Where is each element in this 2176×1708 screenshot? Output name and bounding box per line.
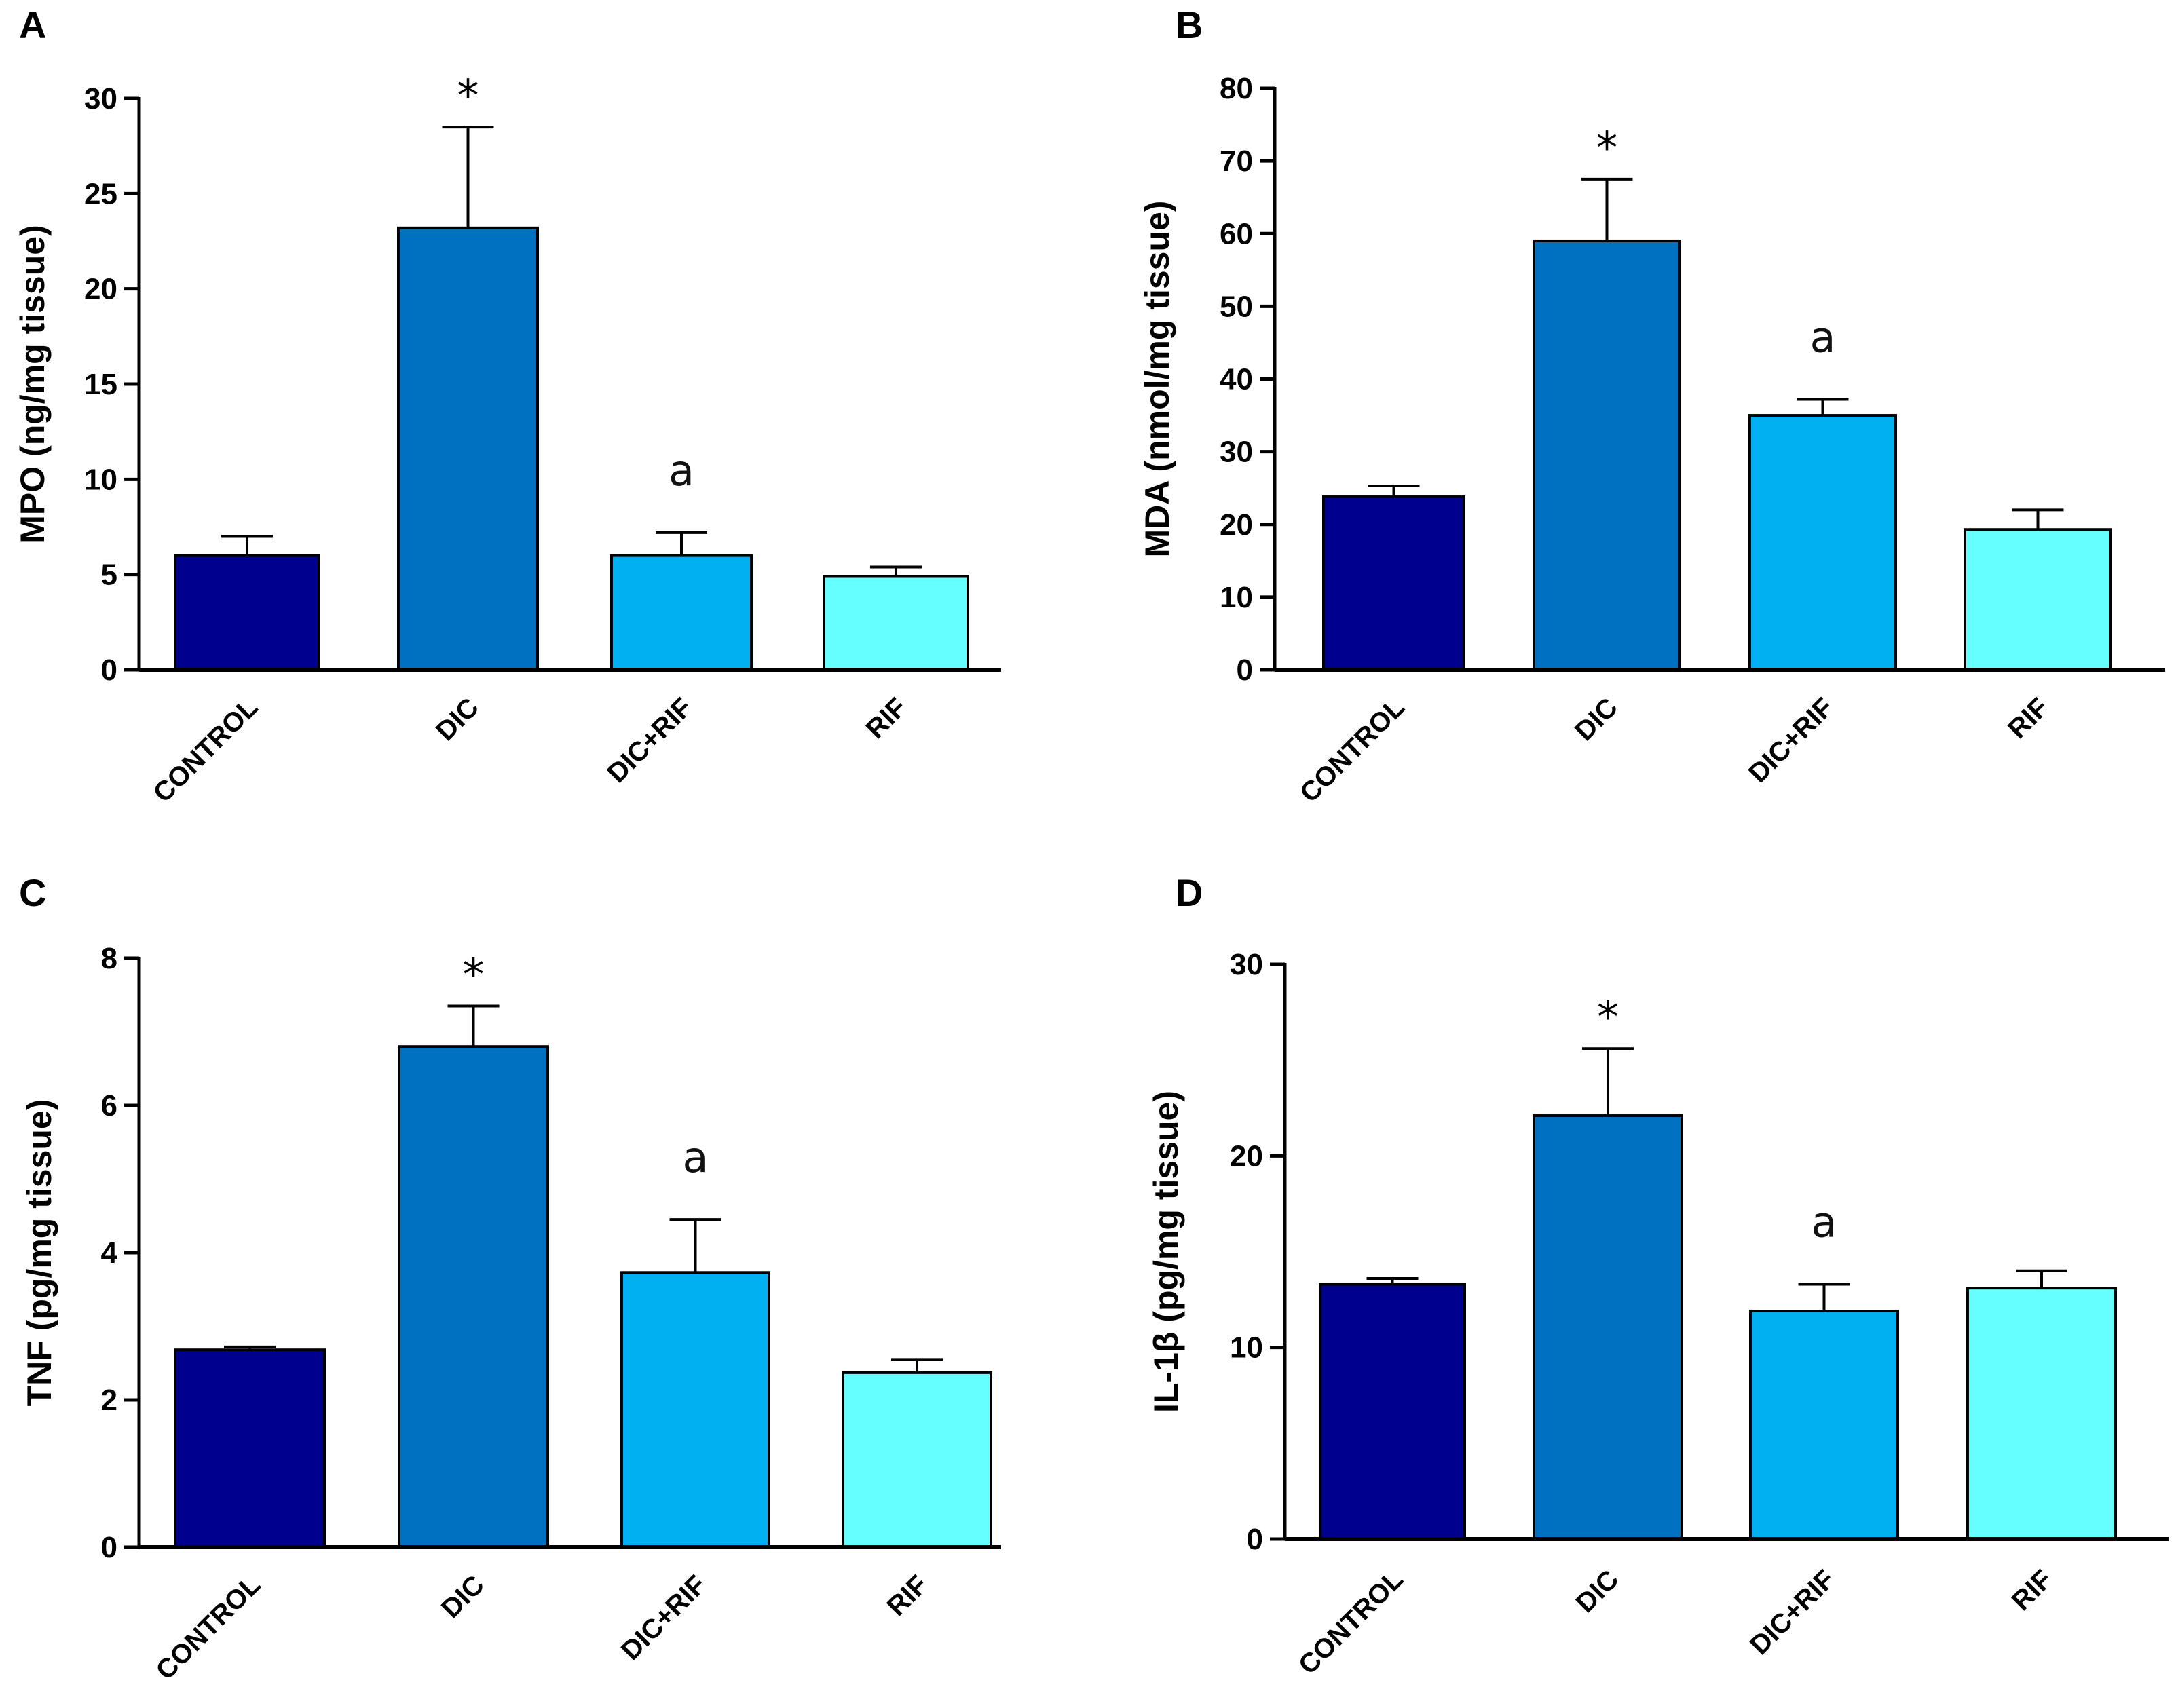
y-axis-title: MPO (ng/mg tissue)	[14, 225, 52, 543]
x-tick-label: RIF	[2002, 692, 2055, 744]
bar-control	[1322, 495, 1465, 671]
x-tick-label: DIC+RIF	[1743, 692, 1839, 789]
chart-panel-a: A CONTROL * DIC a DIC+RIF RIF 0 5 10 15 20 25 30 MPO (…	[14, 3, 1001, 808]
y-tick-label: 15	[84, 368, 117, 401]
bar-dic	[397, 226, 539, 671]
significance-asterisk: *	[463, 951, 485, 1001]
significance-asterisk: *	[1597, 993, 1619, 1043]
y-axis-title: TNF (pg/mg tissue)	[20, 1099, 58, 1407]
bar-dic	[1533, 1114, 1683, 1540]
x-tick-label: CONTROL	[147, 692, 263, 808]
bar-rif	[842, 1371, 992, 1549]
bar-control	[1319, 1283, 1466, 1541]
chart-panel-d: D CONTROL * DIC a DIC+RIF RIF 0 10 20 30 IL-1β (pg/…	[1147, 871, 2169, 1680]
bar-dic	[398, 1045, 549, 1549]
x-tick-label: RIF	[861, 692, 913, 744]
y-tick-label: 0	[1237, 653, 1253, 687]
significance-asterisk: *	[457, 71, 479, 121]
y-tick-label: 25	[84, 177, 117, 210]
y-tick-label: 50	[1220, 290, 1253, 323]
bar-rif	[1964, 528, 2112, 672]
bar-control	[174, 1348, 326, 1549]
bar-dic-rif	[1748, 414, 1897, 671]
y-tick-label: 20	[1230, 1139, 1263, 1173]
y-tick-label: 70	[1220, 145, 1253, 178]
y-tick-label: 10	[1230, 1331, 1263, 1365]
x-tick-label: DIC+RIF	[1744, 1564, 1841, 1660]
bar-dic	[1533, 239, 1681, 671]
bar-dic-rif	[620, 1271, 770, 1549]
y-tick-label: 10	[1220, 581, 1253, 614]
panel-label: A	[19, 3, 46, 46]
y-tick-label: 20	[84, 273, 117, 306]
bar-dic-rif	[610, 554, 753, 671]
y-tick-label: 60	[1220, 217, 1253, 250]
y-tick-label: 30	[1230, 948, 1263, 981]
x-tick-label: RIF	[882, 1570, 934, 1622]
y-tick-label: 0	[1247, 1523, 1263, 1556]
panel-label: C	[19, 871, 46, 914]
significance-letter: a	[669, 446, 694, 495]
x-tick-label: DIC	[436, 1570, 490, 1624]
x-tick-label: RIF	[2006, 1564, 2059, 1616]
y-tick-label: 30	[1220, 436, 1253, 469]
y-axis-title: MDA (nmol/mg tissue)	[1138, 201, 1176, 558]
y-tick-label: 0	[101, 653, 117, 687]
chart-panel-b: B CONTROL * DIC a DIC+RIF RIF 0 10 20 30 40 50 60 70 80…	[1138, 3, 2165, 808]
y-tick-label: 20	[1220, 508, 1253, 542]
y-tick-label: 30	[84, 82, 117, 115]
x-tick-label: CONTROL	[1293, 1564, 1409, 1680]
x-tick-label: DIC	[1571, 1564, 1625, 1618]
x-tick-label: CONTROL	[150, 1570, 266, 1686]
y-tick-label: 0	[101, 1531, 117, 1564]
x-tick-label: CONTROL	[1294, 692, 1410, 808]
y-tick-label: 40	[1220, 363, 1253, 396]
y-tick-label: 8	[101, 942, 117, 975]
bar-dic-rif	[1749, 1310, 1899, 1540]
bar-rif	[1966, 1287, 2117, 1540]
chart-panel-c: C CONTROL * DIC a DIC+RIF RIF 0 2 4 6 8 TNF (pg/mg t…	[19, 871, 1001, 1686]
y-tick-label: 80	[1220, 72, 1253, 105]
bar-control	[174, 554, 320, 671]
y-axis-title: IL-1β (pg/mg tissue)	[1147, 1090, 1185, 1413]
x-tick-label: DIC+RIF	[616, 1570, 712, 1666]
y-tick-label: 2	[101, 1384, 117, 1417]
bar-rif	[823, 575, 969, 671]
significance-letter: a	[1810, 312, 1836, 362]
panel-label: B	[1176, 3, 1203, 46]
x-tick-label: DIC+RIF	[601, 692, 698, 789]
significance-asterisk: *	[1596, 124, 1618, 174]
y-tick-label: 10	[84, 463, 117, 496]
panel-label: D	[1176, 871, 1203, 914]
y-tick-label: 6	[101, 1089, 117, 1122]
y-tick-label: 5	[101, 558, 117, 592]
x-tick-label: DIC	[430, 692, 485, 746]
x-tick-label: DIC	[1569, 692, 1624, 746]
significance-letter: a	[683, 1133, 709, 1182]
significance-letter: a	[1812, 1197, 1837, 1247]
y-tick-label: 4	[101, 1236, 118, 1270]
